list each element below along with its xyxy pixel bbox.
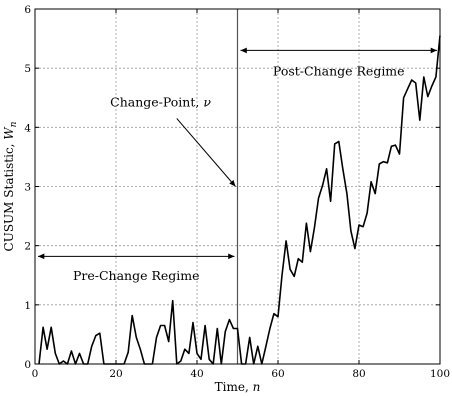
y-tick-label: 0 (24, 359, 31, 371)
y-tick-label: 6 (24, 4, 31, 16)
x-axis-label: Time, n (215, 380, 261, 394)
annotation-layer: Post-Change Regime Pre-Change Regime Chang… (38, 47, 437, 283)
x-tick-label: 100 (430, 368, 450, 380)
series-layer (38, 35, 441, 365)
y-tick-label: 4 (24, 122, 31, 134)
regime-label: Pre-Change Regime (73, 268, 200, 283)
plot-frame (34, 8, 441, 365)
y-tick-label: 3 (24, 182, 31, 194)
change-point-arrow (176, 118, 236, 187)
y-tick-label: 2 (24, 241, 31, 253)
series-line (38, 35, 441, 365)
tick-labels: 0 20 40 60 80 100 0 1 2 3 4 5 6 (24, 4, 450, 380)
x-tick-label: 40 (190, 368, 203, 380)
x-tick-label: 0 (32, 368, 39, 380)
x-tick-label: 80 (352, 368, 365, 380)
y-tick-label: 5 (24, 63, 31, 75)
y-tick-label: 1 (24, 300, 31, 312)
regime-label: Post-Change Regime (273, 63, 405, 78)
change-point-label: Change-Point, ν (110, 95, 211, 110)
x-tick-label: 60 (271, 368, 284, 380)
x-tick-label: 20 (109, 368, 122, 380)
y-axis-label: CUSUM Statistic, Wn (2, 121, 19, 251)
